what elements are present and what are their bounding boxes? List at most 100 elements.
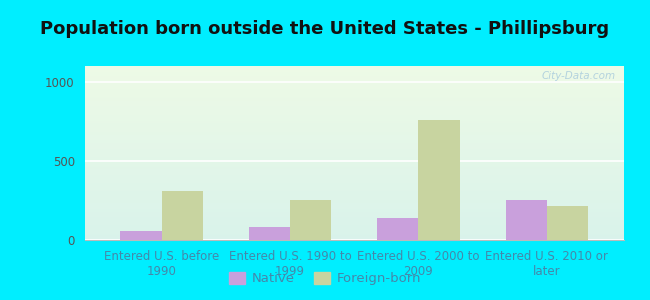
Bar	[84, 66, 624, 67]
Bar	[84, 231, 624, 232]
Bar	[84, 167, 624, 168]
Bar	[84, 152, 624, 153]
Bar	[84, 98, 624, 99]
Bar	[84, 77, 624, 78]
Bar	[84, 226, 624, 227]
Bar	[84, 182, 624, 183]
Bar	[84, 225, 624, 226]
Bar	[84, 189, 624, 190]
Bar	[84, 105, 624, 106]
Bar	[84, 166, 624, 167]
Bar	[84, 235, 624, 236]
Bar	[84, 148, 624, 149]
Bar	[84, 178, 624, 179]
Bar	[84, 70, 624, 71]
Bar	[84, 95, 624, 96]
Bar	[84, 194, 624, 195]
Bar	[84, 122, 624, 123]
Bar	[84, 153, 624, 154]
Bar	[84, 84, 624, 85]
Bar	[84, 107, 624, 108]
Bar	[84, 175, 624, 176]
Bar	[84, 96, 624, 97]
Bar	[84, 219, 624, 220]
Bar	[84, 91, 624, 92]
Bar	[84, 134, 624, 135]
Bar	[84, 198, 624, 199]
Bar	[84, 132, 624, 133]
Bar	[84, 239, 624, 240]
Bar	[84, 200, 624, 201]
Bar	[84, 100, 624, 101]
Bar	[84, 183, 624, 184]
Bar	[84, 68, 624, 69]
Bar	[84, 130, 624, 131]
Bar	[84, 99, 624, 100]
Bar	[84, 124, 624, 125]
Bar	[84, 151, 624, 152]
Bar	[84, 210, 624, 211]
Bar	[84, 79, 624, 80]
Bar	[84, 180, 624, 181]
Bar	[84, 177, 624, 178]
Bar	[84, 78, 624, 79]
Bar	[419, 120, 460, 240]
Bar	[84, 121, 624, 122]
Bar	[84, 172, 624, 173]
Bar	[84, 173, 624, 174]
Bar	[84, 230, 624, 231]
Bar	[84, 145, 624, 146]
Bar	[84, 82, 624, 83]
Bar	[84, 136, 624, 137]
Bar	[84, 69, 624, 70]
Bar	[84, 158, 624, 159]
Bar	[84, 209, 624, 210]
Bar	[84, 197, 624, 198]
Bar	[84, 85, 624, 86]
Bar	[84, 215, 624, 216]
Bar	[84, 202, 624, 203]
Bar	[84, 147, 624, 148]
Bar	[84, 233, 624, 234]
Legend: Native, Foreign-born: Native, Foreign-born	[224, 266, 426, 290]
Bar	[84, 211, 624, 212]
Bar	[84, 71, 624, 72]
Bar	[84, 89, 624, 90]
Bar	[84, 236, 624, 237]
Bar	[84, 73, 624, 74]
Bar	[84, 109, 624, 110]
Bar	[84, 90, 624, 91]
Bar	[84, 190, 624, 191]
Bar	[84, 154, 624, 155]
Bar	[84, 229, 624, 230]
Bar	[84, 218, 624, 219]
Bar	[84, 164, 624, 165]
Bar	[84, 171, 624, 172]
Bar	[84, 220, 624, 221]
Bar	[84, 116, 624, 117]
Bar	[84, 187, 624, 188]
Bar	[84, 128, 624, 129]
Bar	[84, 157, 624, 158]
Bar	[84, 195, 624, 196]
Bar	[84, 238, 624, 239]
Bar	[84, 92, 624, 93]
Bar	[84, 117, 624, 118]
Bar	[84, 155, 624, 156]
Bar	[84, 212, 624, 213]
Bar	[84, 88, 624, 89]
Bar	[84, 160, 624, 161]
Bar	[84, 163, 624, 164]
Bar	[84, 221, 624, 222]
Bar	[84, 216, 624, 217]
Bar	[84, 123, 624, 124]
Bar	[84, 205, 624, 206]
Bar	[84, 139, 624, 140]
Bar	[84, 104, 624, 105]
Bar	[84, 144, 624, 145]
Bar	[84, 101, 624, 102]
Bar	[84, 165, 624, 166]
Text: Population born outside the United States - Phillipsburg: Population born outside the United State…	[40, 20, 610, 38]
Bar	[84, 188, 624, 189]
Bar	[84, 204, 624, 205]
